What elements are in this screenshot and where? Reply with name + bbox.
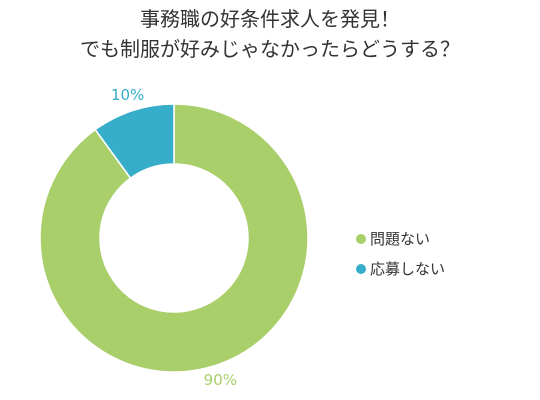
- legend-label-no-problem: 問題ない: [370, 230, 431, 248]
- legend-label-not-apply: 応募しない: [370, 260, 446, 278]
- legend-swatch-not-apply: [356, 264, 366, 274]
- chart-title-line-1: 事務職の好条件求人を発見！: [140, 7, 400, 31]
- donut-slice-1: [94, 103, 175, 180]
- legend-item-not-apply: 応募しない: [356, 254, 445, 284]
- legend-swatch-no-problem: [356, 234, 366, 244]
- chart-legend: 問題ない 応募しない: [356, 224, 445, 284]
- chart-title: 事務職の好条件求人を発見！ でも制服が好みじゃなかったらどうする？: [0, 4, 540, 64]
- donut-data-label-1: 10%: [111, 86, 144, 104]
- donut-data-label-0: 90%: [204, 371, 237, 389]
- chart-title-line-2: でも制服が好みじゃなかったらどうする？: [80, 37, 460, 61]
- legend-item-no-problem: 問題ない: [356, 224, 445, 254]
- donut-slice-0: [39, 103, 309, 373]
